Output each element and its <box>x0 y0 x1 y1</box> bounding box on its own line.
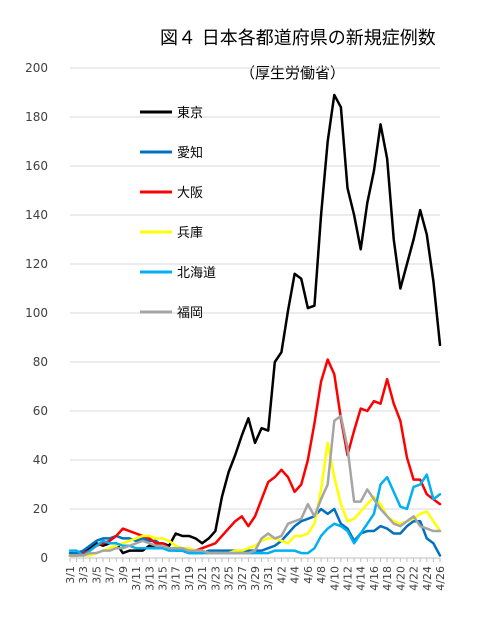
series-line-4 <box>68 473 442 557</box>
x-tick-label: 4/14 <box>355 566 368 591</box>
y-tick-label: 80 <box>33 355 48 369</box>
x-tick-label: 3/27 <box>236 566 249 591</box>
series-line-2 <box>68 358 442 557</box>
x-tick-label: 4/24 <box>421 566 434 591</box>
legend-label: 兵庫 <box>177 226 203 241</box>
y-tick-label: 120 <box>25 257 48 271</box>
x-tick-label: 4/20 <box>394 566 407 591</box>
legend-label: 北海道 <box>177 266 216 281</box>
legend-label: 東京 <box>177 105 203 121</box>
x-tick-label: 4/4 <box>289 566 302 584</box>
series-line-5 <box>68 414 442 557</box>
chart-subtitle: （厚生労働省） <box>240 64 345 82</box>
x-tick-label: 3/17 <box>170 566 183 591</box>
x-tick-label: 4/12 <box>342 566 355 591</box>
x-tick-label: 4/8 <box>315 566 328 584</box>
x-tick-label: 4/6 <box>302 566 315 584</box>
x-axis <box>69 557 441 562</box>
x-tick-label: 3/31 <box>262 566 275 591</box>
y-tick-label: 140 <box>25 208 48 222</box>
x-tick-label: 4/18 <box>381 566 394 591</box>
x-tick-label: 3/19 <box>183 566 196 591</box>
y-tick-label: 60 <box>33 404 48 418</box>
x-tick-label: 4/2 <box>275 566 288 584</box>
x-axis-tick-labels: 3/1 3/3 3/5 3/7 3/9 3/11 3/13 3/15 3/17 3/19 3/21 3… <box>64 566 447 591</box>
legend-label: 大阪 <box>177 186 203 201</box>
grid <box>70 67 440 510</box>
y-tick-label: 100 <box>25 306 48 320</box>
series-line-3 <box>68 441 442 557</box>
x-tick-label: 3/9 <box>117 566 130 584</box>
x-tick-label: 3/13 <box>143 566 156 591</box>
x-tick-label: 3/5 <box>90 566 103 584</box>
x-tick-label: 4/16 <box>368 566 381 591</box>
series-line-0 <box>68 93 442 557</box>
x-tick-label: 4/22 <box>408 566 421 591</box>
x-tick-label: 3/3 <box>77 566 90 584</box>
x-tick-label: 4/10 <box>328 566 341 591</box>
x-tick-label: 3/1 <box>64 566 77 584</box>
series-group <box>68 93 442 557</box>
y-tick-label: 0 <box>40 551 48 565</box>
x-tick-label: 3/29 <box>249 566 262 591</box>
x-tick-label: 3/7 <box>104 566 117 584</box>
chart-title: 図４ 日本各都道府県の新規症例数 <box>160 28 436 49</box>
x-tick-label: 3/21 <box>196 566 209 591</box>
x-tick-label: 3/25 <box>223 566 236 591</box>
y-tick-label: 180 <box>25 110 48 124</box>
y-tick-label: 20 <box>33 502 48 516</box>
y-tick-label: 40 <box>33 453 48 467</box>
y-axis-tick-labels: 0 20 40 60 80 100 120 140 160 180 200 <box>25 61 48 565</box>
x-tick-label: 3/23 <box>209 566 222 591</box>
legend-label: 愛知 <box>177 145 203 161</box>
x-tick-label: 3/11 <box>130 566 143 591</box>
y-tick-label: 160 <box>25 159 48 173</box>
x-tick-label: 4/26 <box>434 566 447 591</box>
y-tick-label: 200 <box>25 61 48 75</box>
legend-label: 福岡 <box>177 306 203 321</box>
x-tick-label: 3/15 <box>157 566 170 591</box>
